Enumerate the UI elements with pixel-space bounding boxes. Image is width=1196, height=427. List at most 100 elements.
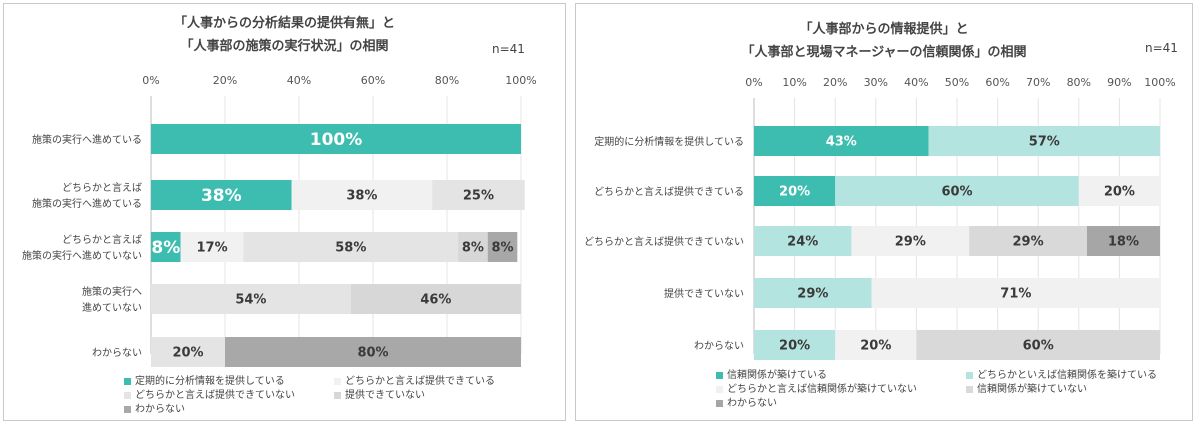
bar-segment <box>151 180 292 210</box>
legend-item: どちらかと言えば提供できていない <box>124 386 295 401</box>
bar-segment <box>151 232 181 262</box>
bar-segment <box>1086 226 1160 256</box>
x-tick-label: 40% <box>904 76 928 89</box>
legend-swatch <box>124 405 131 413</box>
bar-segment <box>928 126 1160 156</box>
bar-segment <box>1078 176 1160 206</box>
category-label: 施策の実行へ <box>82 285 142 298</box>
data-label: 38% <box>201 186 242 206</box>
legend-swatch <box>716 385 723 393</box>
bar-segment <box>871 278 1160 308</box>
data-label: 29% <box>797 287 828 302</box>
data-label: 8% <box>151 238 180 258</box>
sample-size-label: n=41 <box>492 42 525 56</box>
legend-label: 定期的に分析情報を提供している <box>135 376 285 387</box>
legend-label: わからない <box>727 398 777 409</box>
legend-item: どちらかといえば信頼関係を築けている <box>966 366 1157 381</box>
legend-label: どちらかと言えば信頼関係が築けていない <box>727 384 917 395</box>
category-label: わからない <box>694 340 744 352</box>
bar-segment <box>350 284 521 314</box>
legend-item: どちらかと言えば提供できている <box>334 372 495 387</box>
data-label: 29% <box>895 235 926 250</box>
x-tick-label: 90% <box>1107 76 1131 89</box>
category-label: 進めていない <box>82 302 142 314</box>
data-label: 46% <box>420 293 451 308</box>
legend-swatch <box>124 391 131 399</box>
x-tick-label: 20% <box>213 74 237 87</box>
data-label: 71% <box>1000 287 1031 302</box>
bar-segment <box>151 124 521 154</box>
category-label: どちらかと言えば提供できていない <box>584 235 744 248</box>
bar-segment <box>432 180 525 210</box>
x-tick-label: 0% <box>745 76 762 89</box>
bar-segment <box>754 176 836 206</box>
bar-segment <box>243 232 459 262</box>
data-label: 80% <box>357 346 388 361</box>
data-label: 24% <box>787 235 818 250</box>
x-tick-label: 40% <box>287 74 311 87</box>
category-label: どちらかと言えば提供できている <box>594 185 744 198</box>
category-label: どちらかと言えば <box>62 181 142 194</box>
data-label: 20% <box>1104 185 1135 200</box>
legend-label: どちらかと言えば提供できていない <box>135 390 295 401</box>
category-label: どちらかと言えば <box>62 233 142 246</box>
data-label: 29% <box>1012 235 1043 250</box>
bar-segment <box>151 337 225 367</box>
x-tick-label: 20% <box>823 76 847 89</box>
data-label: 20% <box>860 339 891 354</box>
bar-segment <box>458 232 488 262</box>
data-label: 60% <box>941 185 972 200</box>
bar-segment <box>969 226 1087 256</box>
bar-segment <box>754 330 836 360</box>
x-tick-label: 60% <box>361 74 385 87</box>
data-label: 8% <box>491 241 513 256</box>
x-tick-label: 80% <box>1067 76 1091 89</box>
legend-swatch <box>716 371 723 379</box>
chart-panel-1: 「人事部からの情報提供」と 「人事部と現場マネージャーの信頼関係」の相関 n=4… <box>575 3 1193 421</box>
data-label: 57% <box>1029 135 1060 150</box>
legend-swatch <box>966 371 973 379</box>
data-label: 18% <box>1108 235 1139 250</box>
bar-segment <box>916 330 1160 360</box>
bar-chart: 0% 20% 40% 60% 80% 100% 施策の実行へ進めている 100% どちらかと言え… <box>22 74 537 367</box>
legend-label: わからない <box>135 404 185 415</box>
data-label: 20% <box>172 346 203 361</box>
x-tick-label: 100% <box>505 74 536 87</box>
bar-segment <box>225 337 521 367</box>
bar-segment <box>151 284 351 314</box>
bar-segment <box>487 232 518 262</box>
bar-segment <box>754 126 929 156</box>
category-label: わからない <box>92 347 142 359</box>
bar-segment <box>180 232 244 262</box>
sample-size-label: n=41 <box>1145 41 1178 55</box>
data-label: 17% <box>196 241 227 256</box>
bar-segment <box>835 176 1079 206</box>
legend-swatch <box>124 377 131 385</box>
legend-item: わからない <box>716 394 777 409</box>
bar-segment <box>291 180 433 210</box>
x-tick-label: 30% <box>864 76 888 89</box>
data-label: 100% <box>310 130 363 150</box>
x-tick-label: 50% <box>945 76 969 89</box>
category-label: 施策の実行へ進めている <box>32 197 142 210</box>
legend-swatch <box>334 377 341 385</box>
legend-label: 提供できていない <box>345 390 425 401</box>
chart-panel-0: 「人事からの分析結果の提供有無」と 「人事部の施策の実行状況」の相関 n=41 … <box>3 3 566 421</box>
data-label: 38% <box>346 189 377 204</box>
x-tick-label: 60% <box>985 76 1009 89</box>
chart-title-line-1: 「人事からの分析結果の提供有無」と <box>173 16 395 31</box>
x-tick-label: 100% <box>1144 76 1175 89</box>
legend-label: 信頼関係が築けている <box>727 370 827 381</box>
chart-title-line-1: 「人事部からの情報提供」と <box>799 22 969 37</box>
data-label: 60% <box>1023 339 1054 354</box>
legend-item: どちらかと言えば信頼関係が築けていない <box>716 380 917 395</box>
data-label: 54% <box>235 293 266 308</box>
legend-item: 提供できていない <box>334 386 425 401</box>
data-label: 58% <box>335 241 366 256</box>
x-tick-label: 0% <box>142 74 159 87</box>
legend-item: 定期的に分析情報を提供している <box>124 372 285 387</box>
legend-label: 信頼関係が築けていない <box>977 384 1087 395</box>
bar-segment <box>835 330 917 360</box>
category-label: 定期的に分析情報を提供している <box>594 135 744 148</box>
chart-title: 「人事部からの情報提供」と 「人事部と現場マネージャーの信頼関係」の相関 <box>576 18 1192 64</box>
